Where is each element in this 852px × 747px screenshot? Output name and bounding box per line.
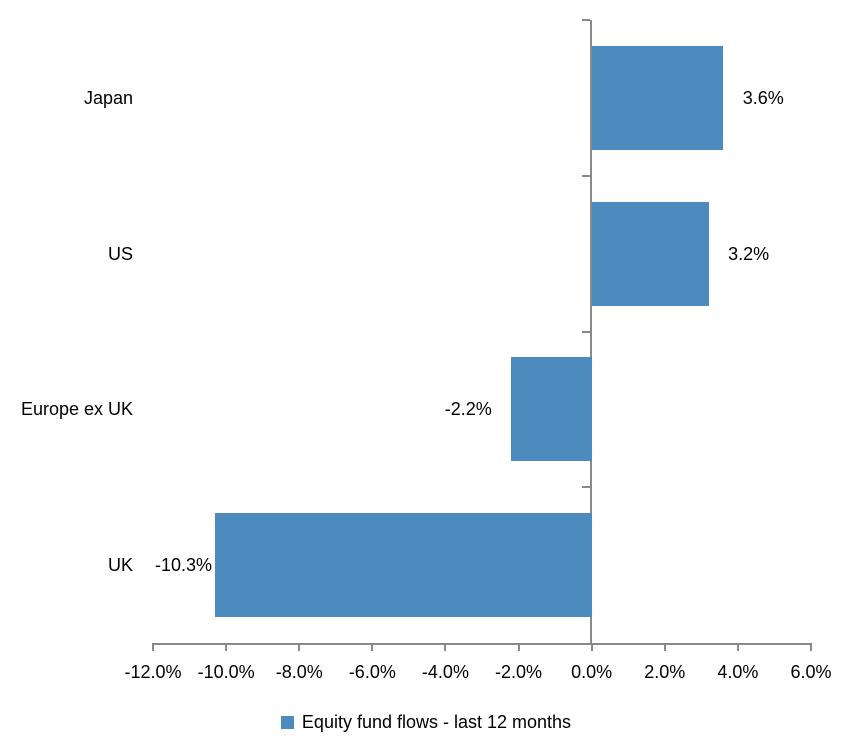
category-label-europe-ex-uk: Europe ex UK: [20, 399, 133, 420]
y-axis-tick: [582, 19, 591, 21]
value-label-us: 3.2%: [728, 243, 770, 264]
x-axis-tick: [152, 643, 154, 651]
x-axis-tick-label: -12.0%: [124, 662, 182, 682]
value-label-uk: -10.3%: [155, 555, 213, 576]
bar-uk: [215, 513, 592, 618]
x-axis-tick: [663, 643, 666, 651]
x-axis-tick: [736, 643, 739, 651]
category-label-us: US: [107, 243, 133, 264]
x-axis-tick-label: -8.0%: [275, 662, 323, 682]
x-axis-tick: [298, 643, 301, 651]
category-label-uk: UK: [107, 555, 133, 576]
bar-europe-ex-uk: [511, 357, 592, 462]
x-axis-tick-label: -6.0%: [348, 662, 396, 682]
legend-label: Equity fund flows - last 12 months: [301, 712, 572, 732]
x-axis-tick-label: -4.0%: [421, 662, 469, 682]
x-axis-tick-label: -10.0%: [197, 662, 255, 682]
x-axis-line: [152, 643, 812, 645]
x-axis-tick: [590, 643, 593, 651]
x-axis-tick: [810, 643, 812, 651]
x-axis-tick: [225, 643, 228, 651]
legend-swatch-icon: [280, 715, 294, 729]
y-axis-line: [590, 20, 593, 643]
x-axis-tick: [371, 643, 374, 651]
x-axis-tick: [444, 643, 447, 651]
value-label-japan: 3.6%: [742, 87, 784, 108]
y-axis-tick: [582, 486, 591, 489]
bar-japan: [591, 45, 724, 150]
bar-us: [591, 201, 709, 306]
x-axis-tick-label: -2.0%: [495, 662, 543, 682]
legend: Equity fund flows - last 12 months: [0, 711, 852, 733]
x-axis-tick-label: 0.0%: [571, 662, 613, 682]
x-axis-tick-label: 4.0%: [717, 662, 759, 682]
x-axis-tick: [517, 643, 520, 651]
category-label-japan: Japan: [83, 87, 133, 108]
y-axis-tick: [582, 330, 591, 333]
value-label-europe-ex-uk: -2.2%: [444, 399, 492, 420]
x-axis-tick-label: 2.0%: [644, 662, 686, 682]
x-axis-tick-label: 6.0%: [790, 662, 832, 682]
y-axis-tick: [582, 174, 591, 177]
